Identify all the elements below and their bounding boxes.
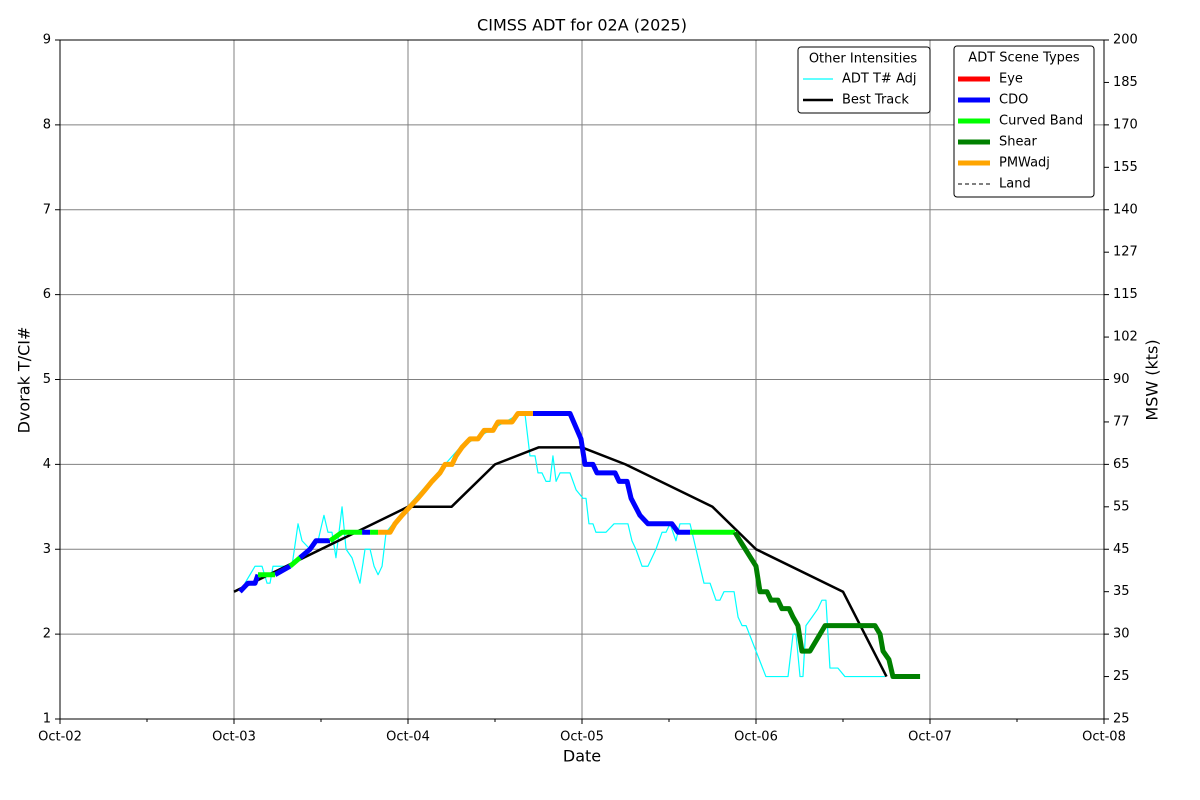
legend: Other Intensities ADT T# Adj Best Track <box>797 46 931 114</box>
x-tick-label: Oct-04 <box>386 730 430 745</box>
y2-tick-label: 155 <box>1113 160 1138 175</box>
y2-tick-label: 30 <box>1113 627 1130 642</box>
y2-tick-label: 77 <box>1113 414 1130 429</box>
legend-label: Eye <box>999 72 1023 87</box>
legend-label: ADT T# Adj <box>842 72 916 87</box>
y2-tick-label: 200 <box>1113 33 1138 48</box>
series-line <box>258 529 735 578</box>
y-axis-label: Dvorak T/CI# <box>15 327 34 434</box>
y-tick-label: 1 <box>43 712 51 727</box>
x-tick-label: Oct-03 <box>212 730 256 745</box>
x-tick-label: Oct-07 <box>908 730 952 745</box>
legend-label: CDO <box>999 93 1028 108</box>
series-line <box>378 410 533 535</box>
y-tick-label: 7 <box>43 202 51 217</box>
plot-area <box>233 410 921 680</box>
legend-box <box>797 46 931 114</box>
x-tick-label: Oct-08 <box>1082 730 1126 745</box>
axes: Oct-02 Oct-03 Oct-04 Oct-05 Oct-06 Oct-07 Oct-… <box>38 33 1138 745</box>
legend-label: Shear <box>999 135 1037 150</box>
y2-axis-label: MSW (kts) <box>1143 339 1162 420</box>
y2-tick-label: 45 <box>1113 542 1130 557</box>
x-tick-label: Oct-02 <box>38 730 82 745</box>
y2-tick-label: 115 <box>1113 287 1138 302</box>
y2-tick-label: 90 <box>1113 372 1130 387</box>
series-line <box>238 410 691 594</box>
legend-label: PMWadj <box>999 156 1050 171</box>
x-axis-label: Date <box>563 747 601 766</box>
y2-tick-label: 65 <box>1113 457 1130 472</box>
y-tick-label: 3 <box>43 542 51 557</box>
legend-title: ADT Scene Types <box>968 51 1080 66</box>
y-tick-label: 4 <box>43 457 51 472</box>
legend-title: Other Intensities <box>809 52 918 67</box>
y2-tick-label: 25 <box>1113 712 1130 727</box>
y2-tick-label: 127 <box>1113 245 1138 260</box>
legend-label: Curved Band <box>999 114 1083 129</box>
y2-tick-label: 170 <box>1113 117 1138 132</box>
x-tick-label: Oct-05 <box>560 730 604 745</box>
y-tick-label: 6 <box>43 287 51 302</box>
y-tick-label: 2 <box>43 627 51 642</box>
y2-tick-label: 35 <box>1113 584 1130 599</box>
y2-tick-label: 55 <box>1113 499 1130 514</box>
legend: ADT Scene Types Eye CDO Curved Band Shear PM… <box>953 45 1095 198</box>
y2-tick-label: 102 <box>1113 330 1138 345</box>
series-line <box>732 530 921 680</box>
legend-label: Best Track <box>842 93 909 108</box>
legend-label: Land <box>999 177 1031 192</box>
y-tick-label: 8 <box>43 117 51 132</box>
y2-tick-label: 185 <box>1113 75 1138 90</box>
y-tick-label: 9 <box>43 33 51 48</box>
y-tick-label: 5 <box>43 372 51 387</box>
y2-tick-label: 25 <box>1113 669 1130 684</box>
chart-title: CIMSS ADT for 02A (2025) <box>477 16 687 35</box>
x-tick-label: Oct-06 <box>734 730 778 745</box>
legend-box <box>953 45 1095 198</box>
y2-tick-label: 140 <box>1113 202 1138 217</box>
